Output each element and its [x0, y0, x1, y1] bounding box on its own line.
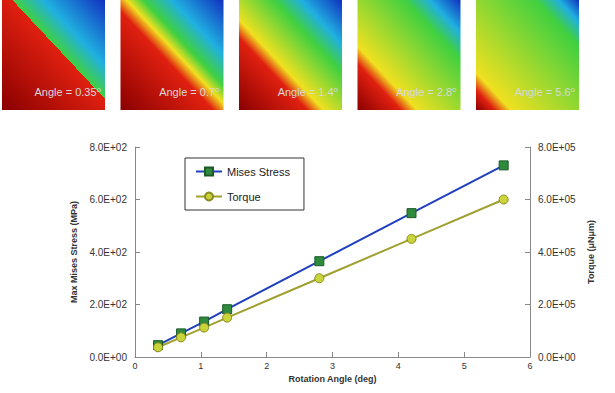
svg-text:1: 1: [198, 361, 203, 371]
svg-text:0.0E+00: 0.0E+00: [538, 352, 576, 363]
svg-text:2.0E+02: 2.0E+02: [89, 299, 127, 310]
svg-text:2: 2: [264, 361, 269, 371]
svg-text:6.0E+05: 6.0E+05: [538, 194, 576, 205]
svg-text:6.0E+02: 6.0E+02: [89, 194, 127, 205]
svg-text:Torque (μNμm): Torque (μNμm): [586, 220, 596, 284]
svg-text:Rotation Angle (deg): Rotation Angle (deg): [288, 374, 376, 384]
svg-text:5: 5: [462, 361, 467, 371]
svg-text:Angle = 1.4⁰: Angle = 1.4⁰: [278, 86, 339, 98]
svg-text:8.0E+02: 8.0E+02: [89, 142, 127, 153]
svg-text:6: 6: [527, 361, 532, 371]
svg-text:0: 0: [132, 361, 137, 371]
svg-text:2.0E+05: 2.0E+05: [538, 299, 576, 310]
svg-text:Angle = 0.35⁰: Angle = 0.35⁰: [35, 86, 102, 98]
svg-text:0.0E+00: 0.0E+00: [89, 352, 127, 363]
svg-text:Angle = 2.8⁰: Angle = 2.8⁰: [396, 86, 457, 98]
svg-text:Angle = 5.6⁰: Angle = 5.6⁰: [515, 86, 576, 98]
svg-text:Angle = 0.7⁰: Angle = 0.7⁰: [159, 86, 220, 98]
svg-text:Max Mises Stress (MPa): Max Mises Stress (MPa): [69, 201, 79, 303]
svg-text:4.0E+02: 4.0E+02: [89, 247, 127, 258]
svg-text:4: 4: [396, 361, 401, 371]
svg-text:Mises Stress: Mises Stress: [227, 166, 290, 178]
svg-text:Torque: Torque: [227, 191, 261, 203]
svg-text:4.0E+05: 4.0E+05: [538, 247, 576, 258]
svg-text:8.0E+05: 8.0E+05: [538, 142, 576, 153]
svg-text:3: 3: [330, 361, 335, 371]
